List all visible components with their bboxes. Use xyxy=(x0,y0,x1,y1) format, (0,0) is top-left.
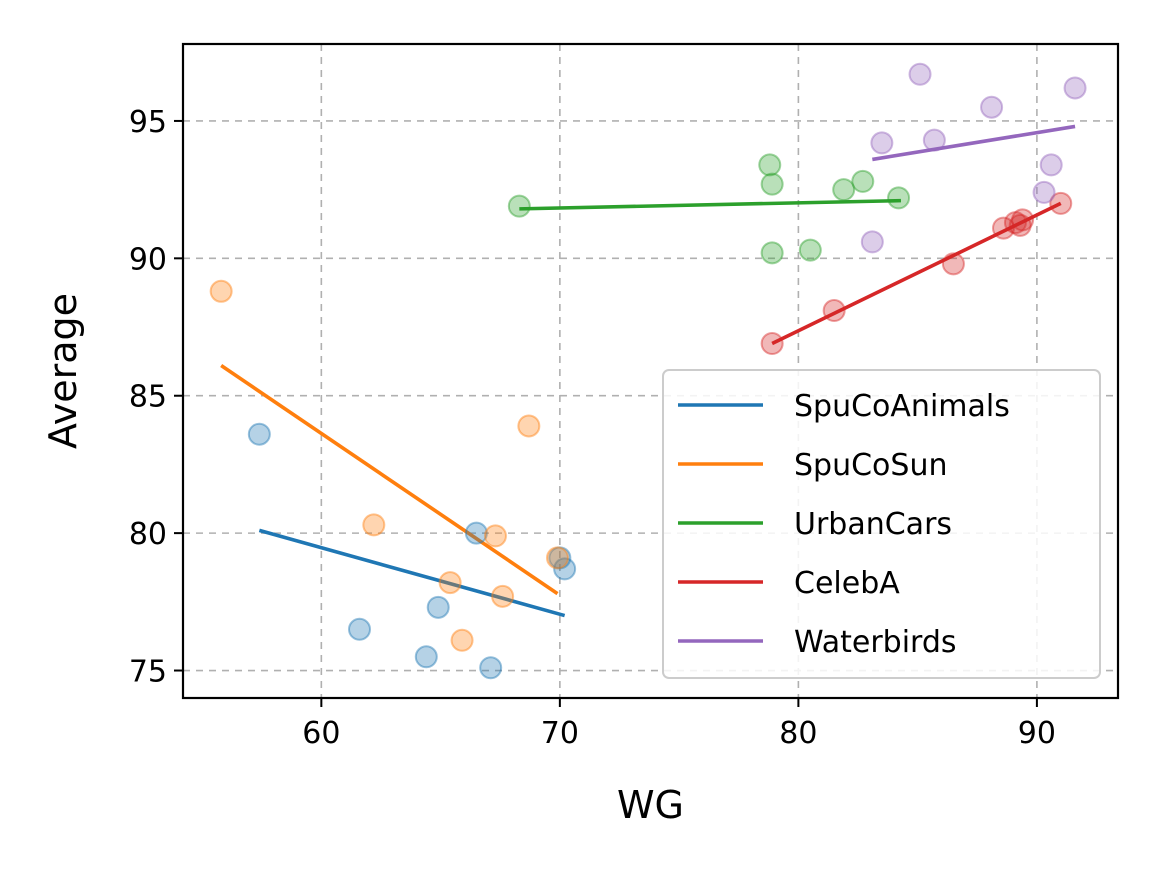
spucosun-point xyxy=(483,524,507,548)
legend-label-urbancars: UrbanCars xyxy=(794,507,952,542)
urbancars-point xyxy=(851,169,875,193)
spucoanimals-point xyxy=(414,645,438,669)
celeba-point xyxy=(1003,211,1027,235)
waterbirds-point xyxy=(980,95,1004,119)
urbancars-point xyxy=(760,172,784,196)
urbancars-point xyxy=(760,241,784,265)
spucosun-point xyxy=(209,279,233,303)
legend-box xyxy=(662,369,1101,679)
celeba-point xyxy=(1049,191,1073,215)
fit-lines xyxy=(220,124,1076,618)
x-tick-label: 90 xyxy=(1018,716,1056,751)
y-tick-label: 80 xyxy=(129,517,167,552)
x-tick-label: 60 xyxy=(302,716,340,751)
spucoanimals-fit-line xyxy=(258,528,566,618)
urbancars-point xyxy=(798,238,822,262)
y-tick-label: 95 xyxy=(129,105,167,140)
celeba-fit-line xyxy=(771,201,1062,346)
legend-label-celeba: CelebA xyxy=(794,566,900,601)
spucosun-point xyxy=(438,571,462,595)
celeba-point xyxy=(992,216,1016,240)
y-axis-label: Average xyxy=(41,293,85,449)
x-tick-label: 80 xyxy=(779,716,817,751)
celeba-point xyxy=(760,332,784,356)
waterbirds-point xyxy=(870,131,894,155)
spucoanimals-point xyxy=(479,656,503,680)
spucosun-point xyxy=(545,546,569,570)
spucoanimals-point xyxy=(548,546,572,570)
waterbirds-point xyxy=(922,128,946,152)
legend: SpuCoAnimals SpuCoSun UrbanCars CelebA Water… xyxy=(662,369,1101,679)
spucosun-fit-line xyxy=(220,364,559,596)
legend-label-waterbirds: Waterbirds xyxy=(794,625,957,660)
plot-frame xyxy=(181,42,1120,700)
urbancars-fit-line xyxy=(519,198,901,211)
x-tick-label: 70 xyxy=(541,716,579,751)
waterbirds-point xyxy=(1063,76,1087,100)
spucosun-point xyxy=(491,584,515,608)
urbancars-point xyxy=(887,186,911,210)
celeba-point xyxy=(941,252,965,276)
legend-label-spucosun: SpuCoSun xyxy=(794,448,947,483)
spucoanimals-point xyxy=(426,595,450,619)
legend-label-spucoanimals: SpuCoAnimals xyxy=(794,389,1010,424)
celeba-point xyxy=(1008,213,1032,237)
x-axis-label: WG xyxy=(617,783,684,827)
spucoanimals-point xyxy=(464,521,488,545)
waterbirds-point xyxy=(908,62,932,86)
spucosun-point xyxy=(450,628,474,652)
spucoanimals-point xyxy=(553,557,577,581)
waterbirds-point xyxy=(1039,153,1063,177)
celeba-point xyxy=(822,299,846,323)
spucosun-point xyxy=(362,513,386,537)
data-points xyxy=(209,62,1087,680)
y-tick-label: 90 xyxy=(129,242,167,277)
urbancars-point xyxy=(507,194,531,218)
waterbirds-point xyxy=(860,230,884,254)
y-tick-label: 75 xyxy=(129,655,167,690)
urbancars-point xyxy=(758,153,782,177)
y-tick-label: 85 xyxy=(129,380,167,415)
waterbirds-point xyxy=(1032,180,1056,204)
spucoanimals-point xyxy=(348,617,372,641)
axis-ticks: 60 70 80 90 75 80 85 90 95 xyxy=(129,105,1056,751)
celeba-point xyxy=(1011,208,1035,232)
spucosun-point xyxy=(517,414,541,438)
urbancars-point xyxy=(832,178,856,202)
spucoanimals-point xyxy=(247,422,271,446)
waterbirds-fit-line xyxy=(872,124,1076,162)
